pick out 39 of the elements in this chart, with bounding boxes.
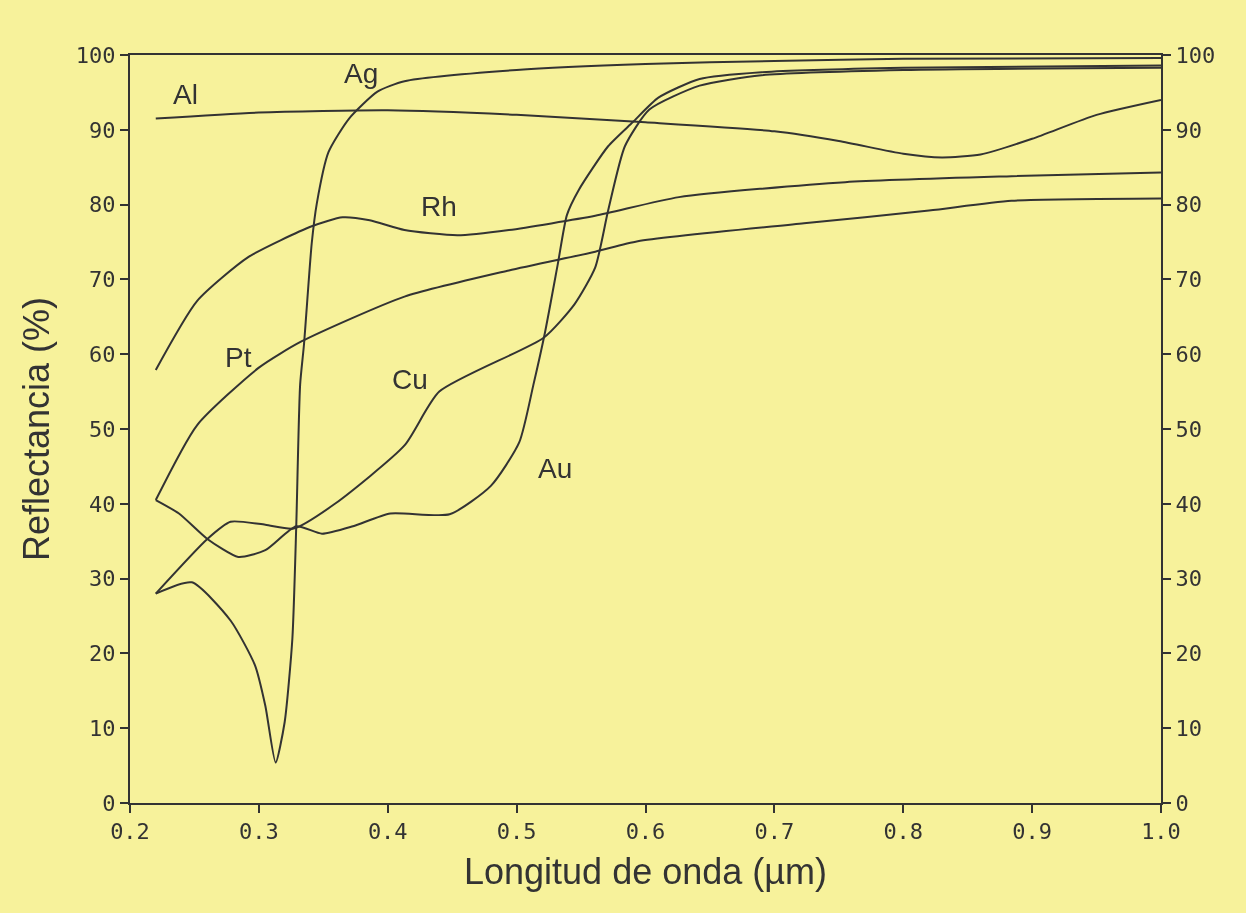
y-tick-label: 40	[89, 491, 116, 517]
x-tick-label: 0.4	[367, 819, 408, 845]
series-label: Pt	[225, 342, 252, 373]
y-tick-label: 80	[89, 192, 116, 218]
y-tick-label: 10	[89, 715, 116, 741]
y2-tick-label: 100	[1175, 42, 1216, 68]
y2-tick-label: 70	[1175, 267, 1202, 293]
x-tick-label: 1.0	[1141, 819, 1181, 845]
x-tick-label: 0.7	[754, 819, 795, 845]
y2-tick-label: 50	[1175, 416, 1202, 442]
y2-tick-label: 90	[1175, 117, 1202, 143]
y2-tick-label: 40	[1175, 491, 1202, 517]
y2-tick-label: 20	[1175, 641, 1202, 667]
y2-tick-label: 60	[1175, 341, 1202, 367]
x-tick-label: 0.6	[625, 819, 666, 845]
series-label: Cu	[392, 364, 428, 395]
x-tick-label: 0.8	[883, 819, 924, 845]
x-tick-label: 0.9	[1012, 819, 1053, 845]
x-axis-title: Longitud de onda (µm)	[464, 850, 827, 892]
y-tick-label: 60	[89, 341, 116, 367]
y-tick-label: 0	[102, 790, 116, 816]
y-tick-label: 50	[89, 416, 116, 442]
y-tick-label: 30	[89, 566, 116, 592]
y2-tick-label: 30	[1175, 566, 1202, 592]
x-tick-label: 0.5	[496, 819, 537, 845]
x-tick-label: 0.2	[110, 819, 150, 845]
series-label: Al	[173, 79, 198, 110]
y-axis-title: Reflectancia (%)	[16, 296, 58, 562]
y2-tick-label: 10	[1175, 715, 1202, 741]
x-tick-label: 0.3	[239, 819, 279, 845]
y-tick-label: 20	[89, 641, 116, 667]
y2-tick-label: 0	[1175, 790, 1189, 816]
y-tick-label: 70	[89, 267, 116, 293]
series-label: Au	[538, 453, 573, 484]
y-tick-label: 100	[75, 42, 116, 68]
y2-tick-label: 80	[1175, 192, 1202, 218]
y-tick-label: 90	[89, 117, 116, 143]
series-label: Rh	[421, 191, 457, 222]
series-label: Ag	[344, 58, 379, 89]
